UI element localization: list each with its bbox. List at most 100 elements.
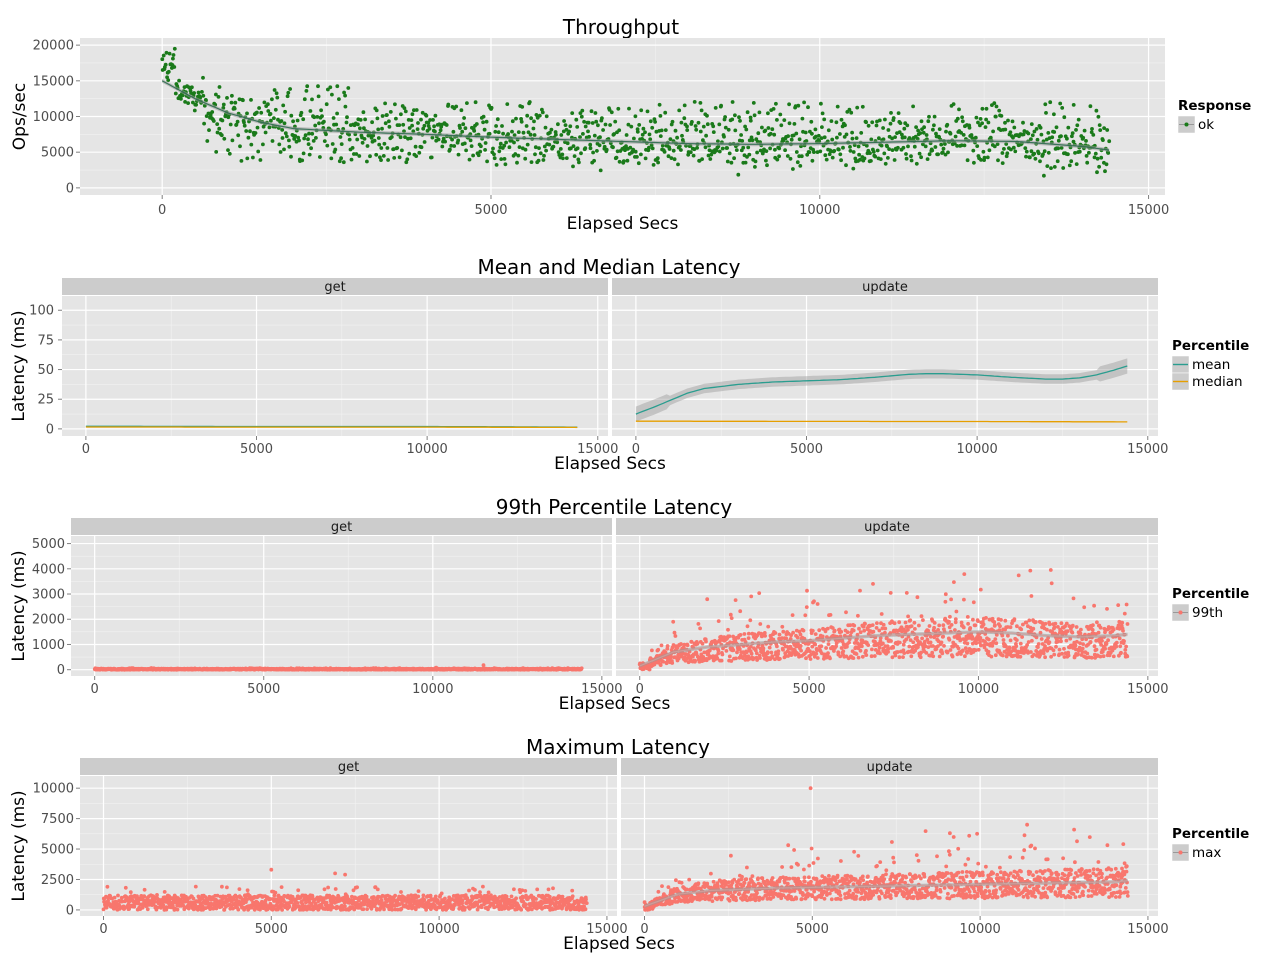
data-point <box>746 631 751 636</box>
data-point <box>993 653 998 658</box>
data-point <box>473 100 478 105</box>
data-point <box>850 136 855 141</box>
data-point <box>641 126 646 131</box>
data-point <box>972 160 976 165</box>
data-point <box>1065 629 1070 633</box>
data-point <box>798 644 803 648</box>
data-point <box>1029 594 1034 598</box>
data-point <box>565 141 570 146</box>
data-point <box>549 127 554 132</box>
data-point <box>973 648 978 653</box>
data-point <box>864 120 868 125</box>
facet-label: get <box>331 520 352 535</box>
data-point <box>1096 114 1101 119</box>
data-point <box>358 118 363 122</box>
data-point <box>1044 111 1048 115</box>
data-point <box>343 104 348 109</box>
data-point <box>330 142 335 146</box>
data-point <box>648 137 653 142</box>
data-point <box>647 667 652 672</box>
data-point <box>1034 126 1039 131</box>
data-point <box>650 146 655 151</box>
data-point <box>235 119 240 124</box>
data-point <box>629 124 634 129</box>
data-point <box>1000 653 1005 658</box>
data-point <box>277 142 282 147</box>
data-point <box>374 108 379 113</box>
data-point <box>635 155 639 159</box>
y-tick-label: 1000 <box>32 638 65 653</box>
data-point <box>379 158 383 163</box>
series-ok <box>160 46 1112 178</box>
data-point <box>592 158 596 163</box>
data-point <box>116 893 120 898</box>
data-point <box>1026 131 1031 136</box>
data-point <box>1029 122 1034 126</box>
data-point <box>1052 165 1057 169</box>
data-point <box>230 93 234 98</box>
data-point <box>460 129 465 134</box>
data-point <box>253 131 258 135</box>
data-point <box>924 133 929 137</box>
data-point <box>211 119 216 123</box>
data-point <box>766 126 771 130</box>
data-point <box>516 153 521 158</box>
data-point <box>280 908 284 912</box>
data-point <box>843 123 847 128</box>
data-point <box>862 156 867 161</box>
data-point <box>787 121 792 126</box>
data-point <box>1105 128 1110 132</box>
data-point <box>904 637 909 642</box>
data-point <box>380 114 385 118</box>
data-point <box>1082 128 1087 133</box>
data-point <box>1015 624 1019 629</box>
data-point <box>1098 625 1103 630</box>
data-point <box>813 632 818 636</box>
smooth-line <box>161 80 1110 151</box>
data-point <box>625 158 630 163</box>
data-point <box>403 135 407 140</box>
data-point <box>897 130 902 135</box>
data-point <box>128 890 133 895</box>
data-point <box>612 132 616 136</box>
data-point <box>857 626 861 631</box>
data-point <box>363 117 367 122</box>
data-point <box>887 147 891 152</box>
data-point <box>746 145 751 150</box>
data-point <box>476 153 481 158</box>
data-point <box>893 135 897 140</box>
data-point <box>266 102 270 107</box>
data-point <box>912 144 917 149</box>
data-point <box>269 118 273 123</box>
data-point <box>225 885 229 890</box>
data-point <box>834 641 839 645</box>
data-point <box>971 617 975 622</box>
data-point <box>757 110 762 115</box>
data-point <box>822 135 827 140</box>
data-point <box>730 100 735 104</box>
data-point <box>870 120 875 125</box>
data-point <box>335 111 339 116</box>
data-point <box>917 151 922 156</box>
data-point <box>820 125 824 129</box>
data-point <box>328 85 333 90</box>
data-point <box>194 102 199 107</box>
data-point <box>329 156 334 161</box>
data-point <box>372 138 377 143</box>
data-point <box>347 132 351 137</box>
data-point <box>1078 631 1083 636</box>
data-point <box>670 119 675 124</box>
data-point <box>971 148 976 153</box>
data-point <box>1102 126 1106 130</box>
data-point <box>616 106 621 111</box>
data-point <box>567 129 571 134</box>
data-point <box>921 142 925 147</box>
data-point <box>479 144 483 149</box>
data-point <box>465 101 469 105</box>
data-point <box>717 122 722 127</box>
data-point <box>1101 654 1106 659</box>
data-point <box>274 91 279 96</box>
data-point <box>848 145 852 149</box>
data-point <box>744 127 749 132</box>
